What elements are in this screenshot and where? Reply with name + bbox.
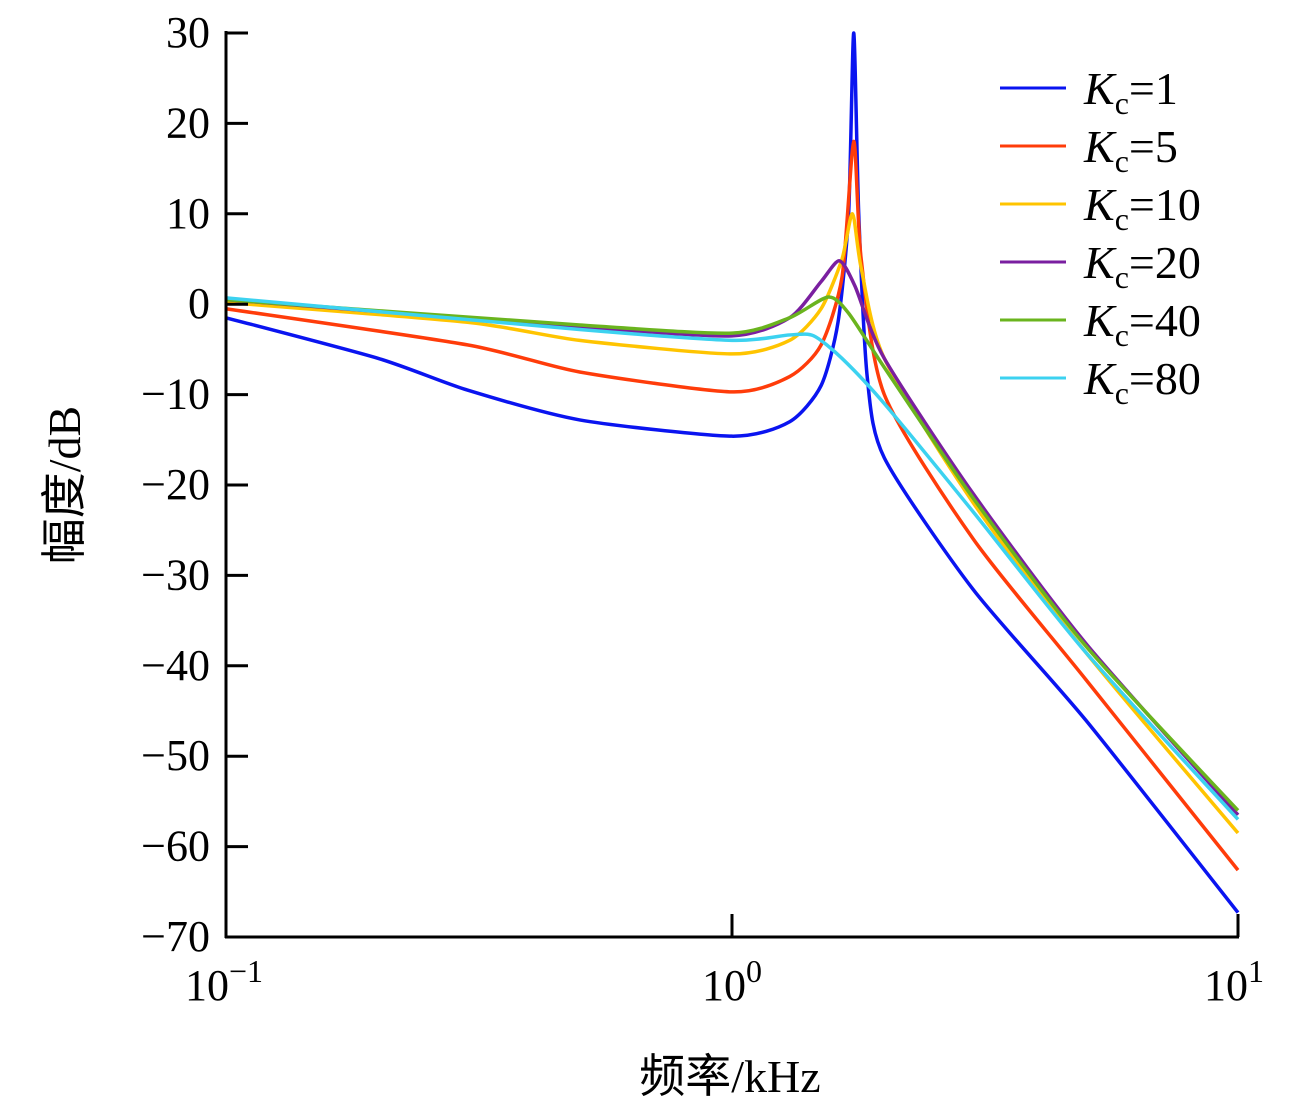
y-tick-label: −40 <box>141 641 210 690</box>
legend-label: Kc=10 <box>1083 179 1201 237</box>
legend-item: Kc=40 <box>1000 295 1201 353</box>
y-tick-label: −20 <box>141 460 210 509</box>
x-tick-label: 10−1 <box>185 953 263 1010</box>
y-tick-label: 10 <box>166 189 210 238</box>
legend-label: Kc=40 <box>1083 295 1201 353</box>
y-tick-label: 20 <box>166 98 210 147</box>
y-tick-label: −10 <box>141 370 210 419</box>
x-tick-label: 100 <box>702 953 762 1010</box>
legend-item: Kc=20 <box>1000 237 1201 295</box>
series-line-Kc=20 <box>225 259 1240 817</box>
series-line-Kc=40 <box>225 295 1240 812</box>
x-tick-label: 101 <box>1204 953 1264 1010</box>
y-tick-label: 30 <box>166 8 210 57</box>
y-tick-label: −60 <box>141 822 210 871</box>
y-axis-label: 幅度/dB <box>39 406 90 564</box>
legend-item: Kc=80 <box>1000 353 1201 411</box>
plot-area <box>225 31 1240 914</box>
legend-label: Kc=1 <box>1083 63 1178 121</box>
y-tick-label: 0 <box>188 279 210 328</box>
series-line-Kc=5 <box>225 139 1240 872</box>
legend-label: Kc=80 <box>1083 353 1201 411</box>
series-line-Kc=10 <box>225 212 1240 835</box>
legend-item: Kc=10 <box>1000 179 1201 237</box>
y-tick-label: −30 <box>141 550 210 599</box>
legend-item: Kc=1 <box>1000 63 1178 121</box>
legend-label: Kc=5 <box>1083 121 1178 179</box>
x-axis-label: 频率/kHz <box>639 1051 820 1102</box>
legend-label: Kc=20 <box>1083 237 1201 295</box>
y-tick-label: −70 <box>141 912 210 961</box>
x-ticks: 10−1 100 101 <box>185 914 1264 1010</box>
y-tick-label: −50 <box>141 731 210 780</box>
series-line-Kc=80 <box>225 296 1240 821</box>
legend-item: Kc=5 <box>1000 121 1178 179</box>
y-ticks: 30 20 10 0 −10 −20 −30 −40 −50 −60 −70 <box>141 8 248 961</box>
